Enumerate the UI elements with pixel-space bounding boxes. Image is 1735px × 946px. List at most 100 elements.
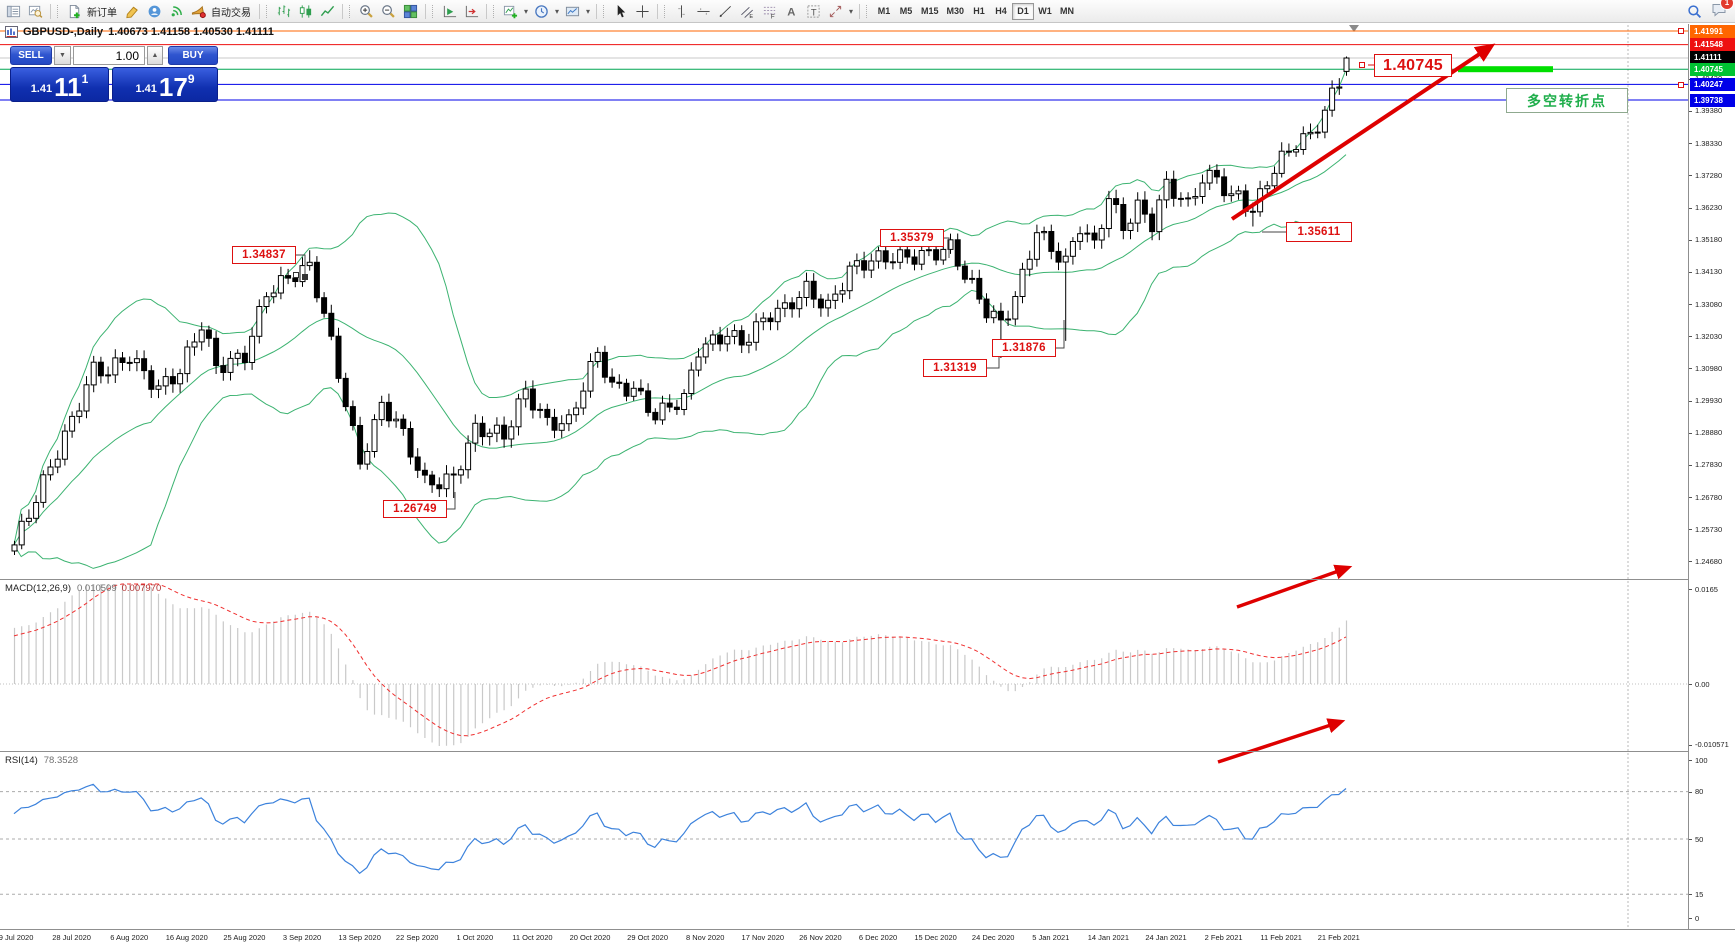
channel-icon[interactable]: E — [737, 2, 758, 21]
timeframe-button-M5[interactable]: M5 — [899, 6, 913, 16]
ask-price-small: 1.41 — [135, 83, 157, 95]
bid-price-box[interactable]: 1.41 11 1 — [10, 67, 109, 102]
new-order-label[interactable]: 新订单 — [87, 7, 117, 19]
date-tick: 26 Nov 2020 — [799, 933, 842, 942]
bull-bear-turning-point-note[interactable]: 多空转折点 — [1506, 88, 1628, 113]
timeframe-button-H1[interactable]: H1 — [973, 6, 985, 16]
price-annotation-label[interactable]: 1.31319 — [923, 359, 987, 377]
price-tick: 1.39380 — [1695, 106, 1723, 116]
search-icon[interactable] — [1684, 2, 1705, 21]
price-annotation-label[interactable]: 1.35379 — [880, 229, 944, 247]
date-tick: 5 Jan 2021 — [1032, 933, 1070, 942]
price-tag-1.41548: 1.41548 — [1690, 38, 1735, 52]
profiles-icon[interactable] — [25, 2, 46, 21]
date-tick: 3 Sep 2020 — [282, 933, 322, 942]
date-tick: 16 Aug 2020 — [165, 933, 208, 942]
pane-splitter-rsi[interactable] — [0, 751, 1735, 752]
trendline-icon[interactable] — [715, 2, 736, 21]
crosshair-icon[interactable] — [632, 2, 653, 21]
svg-text:F: F — [771, 13, 775, 18]
auto-scroll-icon[interactable] — [439, 2, 460, 21]
date-tick: 22 Sep 2020 — [395, 933, 439, 942]
thick-green-level-segment — [1458, 66, 1553, 73]
rsi-axis-tick: 100 — [1695, 755, 1708, 765]
volume-down-button[interactable]: ▼ — [54, 46, 71, 65]
price-tag-1.41991: 1.41991 — [1690, 24, 1735, 38]
chart-symbol-icon — [5, 26, 18, 38]
price-tick: 1.25730 — [1695, 524, 1723, 534]
rsi-axis-tick: 50 — [1695, 834, 1704, 844]
vertical-line-icon[interactable] — [671, 2, 692, 21]
timeframe-button-D1[interactable]: D1 — [1012, 2, 1035, 20]
text-label-icon[interactable]: T — [803, 2, 824, 21]
periods-clock-icon[interactable] — [531, 2, 552, 21]
date-tick: 2 Feb 2021 — [1204, 933, 1243, 942]
timeframe-button-W1[interactable]: W1 — [1038, 6, 1052, 16]
arrows-shapes-icon[interactable] — [825, 2, 846, 21]
timeframe-button-M1[interactable]: M1 — [877, 6, 891, 16]
buy-button[interactable]: BUY — [168, 46, 218, 65]
chart-shift-marker — [1349, 25, 1359, 32]
price-scale[interactable]: 1.404301.393801.383301.372801.362301.351… — [1688, 24, 1735, 929]
pane-splitter-macd[interactable] — [0, 579, 1735, 580]
tile-windows-icon[interactable] — [400, 2, 421, 21]
ask-price-box[interactable]: 1.41 17 9 — [112, 67, 218, 102]
time-scale[interactable]: 19 Jul 2020 28 Jul 2020 6 Aug 2020 16 Aug 2… — [0, 929, 1735, 946]
community-icon[interactable] — [144, 2, 165, 21]
price-tick: 1.35180 — [1695, 235, 1723, 245]
rsi-value: 78.3528 — [43, 755, 79, 766]
timeframe-button-H4[interactable]: H4 — [995, 6, 1007, 16]
date-tick: 15 Dec 2020 — [914, 933, 957, 942]
bid-price-sup: 1 — [81, 72, 89, 86]
chart-window-icon[interactable] — [3, 2, 24, 21]
price-annotation-label[interactable]: 1.35611 — [1286, 222, 1352, 242]
timeframe-button-MN[interactable]: MN — [1060, 6, 1075, 16]
periods-caret-icon[interactable]: ▾ — [554, 6, 559, 16]
cursor-icon[interactable] — [610, 2, 631, 21]
auto-trading-label[interactable]: 自动交易 — [211, 7, 251, 19]
zoom-out-icon[interactable] — [378, 2, 399, 21]
candlestick-chart-icon[interactable] — [295, 2, 316, 21]
volume-input[interactable] — [73, 46, 145, 65]
auto-trading-icon[interactable] — [188, 2, 209, 21]
templates-icon[interactable] — [562, 2, 583, 21]
chart-canvas[interactable] — [0, 24, 1688, 930]
notifications-icon[interactable]: 1 — [1711, 0, 1734, 22]
text-icon[interactable]: A — [781, 2, 802, 21]
price-annotation-label[interactable]: 1.31876 — [992, 339, 1056, 357]
price-annotation-label[interactable]: 1.34837 — [232, 246, 296, 264]
price-tag-1.40745: 1.40745 — [1690, 62, 1735, 76]
price-tick: 1.29930 — [1695, 396, 1723, 406]
timeframe-button-M30[interactable]: M30 — [946, 6, 965, 16]
date-tick: 1 Oct 2020 — [456, 933, 494, 942]
metaeditor-icon[interactable] — [122, 2, 143, 21]
price-tick: 1.24680 — [1695, 556, 1723, 566]
price-annotation-label[interactable]: 1.26749 — [383, 500, 447, 518]
macd-label: MACD(12,26,9) 0.010509 0.007970 — [5, 583, 162, 594]
line-chart-icon[interactable] — [317, 2, 338, 21]
ask-price-sup: 9 — [187, 72, 195, 86]
price-tick: 1.34130 — [1695, 267, 1723, 277]
templates-caret-icon[interactable]: ▾ — [585, 6, 590, 16]
sell-button[interactable]: SELL — [10, 46, 52, 65]
volume-up-button[interactable]: ▲ — [147, 46, 163, 65]
zoom-in-icon[interactable] — [356, 2, 377, 21]
horizontal-line-icon[interactable] — [693, 2, 714, 21]
price-tag-1.40247: 1.40247 — [1690, 77, 1735, 91]
bar-chart-icon[interactable] — [273, 2, 294, 21]
svg-text:A: A — [787, 6, 795, 18]
chart-shift-icon[interactable] — [461, 2, 482, 21]
fibonacci-icon[interactable]: F — [759, 2, 780, 21]
price-annotation-label[interactable]: 1.40745 — [1374, 54, 1452, 77]
indicators-icon[interactable] — [500, 2, 521, 21]
notification-badge: 1 — [1720, 0, 1734, 10]
indicators-caret-icon[interactable]: ▾ — [523, 6, 528, 16]
date-tick: 20 Oct 2020 — [569, 933, 611, 942]
chart-title-ohlc: 1.40673 1.41158 1.40530 1.41111 — [108, 26, 274, 38]
signals-icon[interactable] — [166, 2, 187, 21]
new-order-icon[interactable] — [64, 2, 85, 21]
arrows-caret-icon[interactable]: ▾ — [848, 6, 853, 16]
timeframe-button-M15[interactable]: M15 — [921, 6, 939, 16]
price-tick: 1.32030 — [1695, 331, 1723, 341]
price-tag-1.41111: 1.41111 — [1690, 51, 1735, 65]
